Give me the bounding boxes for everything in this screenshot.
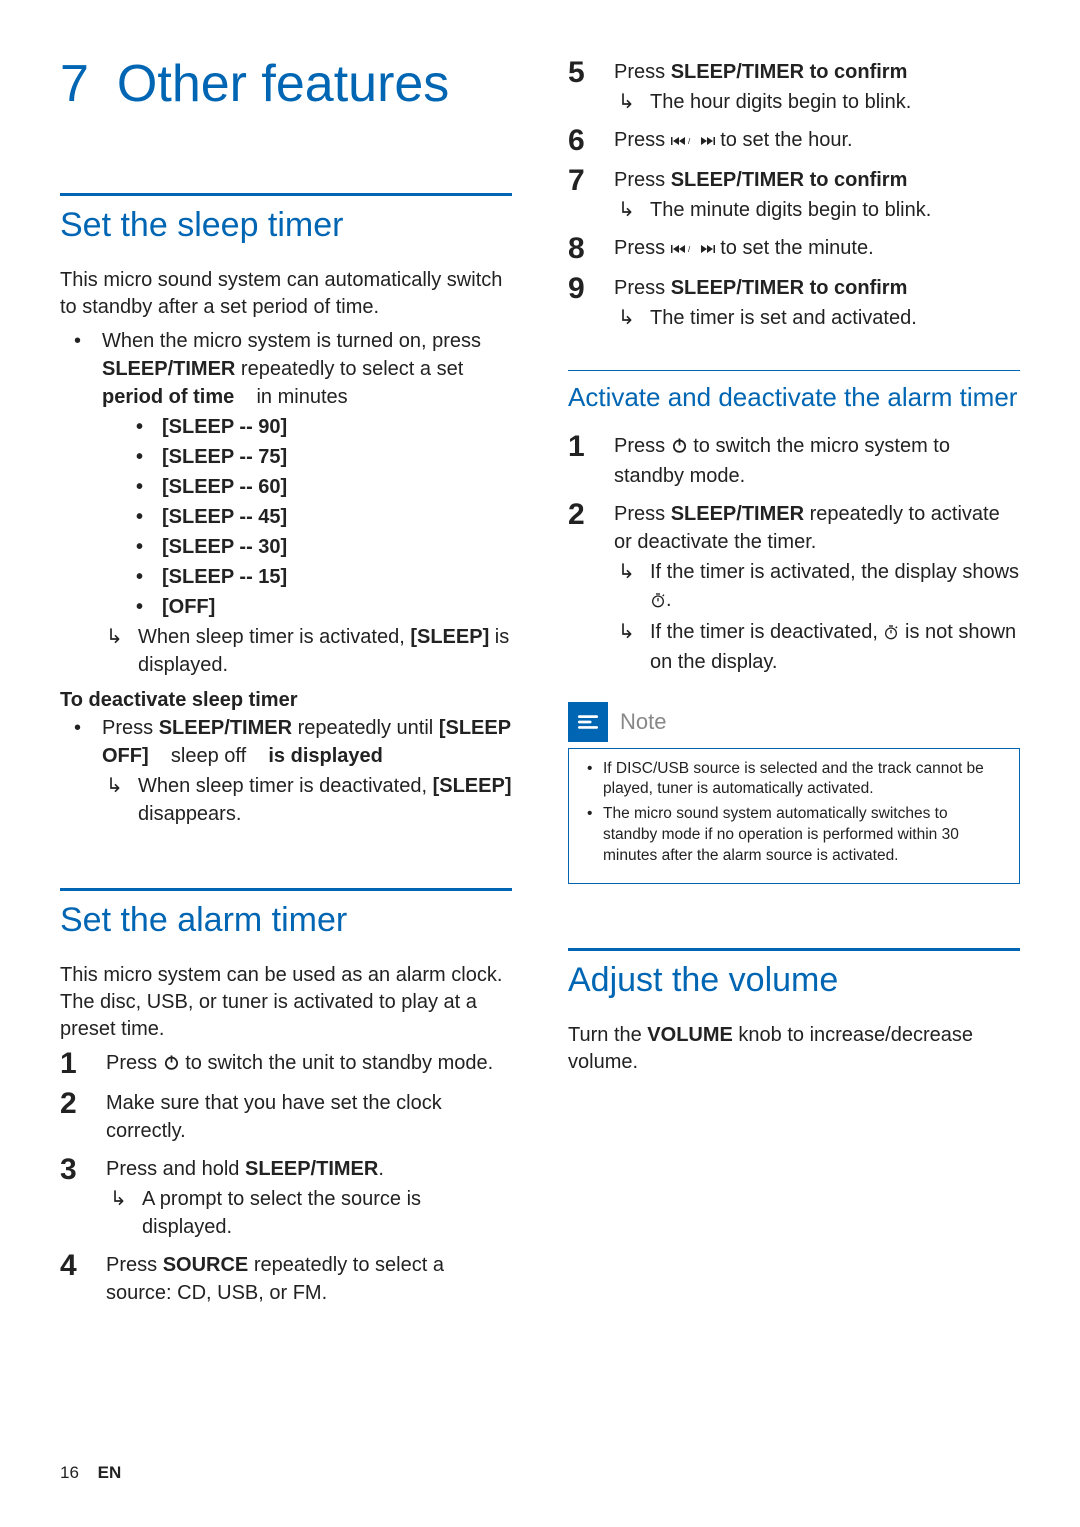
sleep-opt: [SLEEP -- 75] [130, 443, 512, 471]
section-rule [568, 948, 1020, 951]
step-5-result: The hour digits begin to blink. [614, 88, 1020, 116]
sleep-bullet-list: When the micro system is turned on, pres… [60, 327, 512, 679]
activate-step-2: Press SLEEP/TIMER repeatedly to activate… [568, 500, 1020, 676]
alarm-steps-5-9: Press SLEEP/TIMER to confirm The hour di… [568, 58, 1020, 332]
chapter-title-text: Other features [117, 55, 449, 113]
section-heading-volume: Adjust the volume [568, 961, 1020, 1000]
sleep-opt: [SLEEP -- 15] [130, 563, 512, 591]
section-heading-alarm: Set the alarm timer [60, 901, 512, 940]
sleep-opt: [OFF] [130, 593, 512, 621]
svg-text:/: / [688, 137, 691, 146]
step-3: Press and hold SLEEP/TIMER. A prompt to … [60, 1155, 512, 1241]
step-1: Press to switch the unit to standby mode… [60, 1049, 512, 1079]
deactivate-list: Press SLEEP/TIMER repeatedly until [SLEE… [60, 714, 512, 828]
sleep-bullet-1: When the micro system is turned on, pres… [60, 327, 512, 679]
step-7: Press SLEEP/TIMER to confirm The minute … [568, 166, 1020, 224]
step-4: Press SOURCE repeatedly to select a sour… [60, 1251, 512, 1307]
chapter-title: 7 Other features [60, 56, 512, 113]
alarm-steps-1-4: Press to switch the unit to standby mode… [60, 1049, 512, 1307]
note-icon [568, 702, 608, 742]
prev-next-icon: / [671, 236, 715, 264]
sleep-opt: [SLEEP -- 60] [130, 473, 512, 501]
svg-text:/: / [688, 245, 691, 254]
sleep-opt: [SLEEP -- 90] [130, 413, 512, 441]
activate-steps: Press to switch the micro system to stan… [568, 432, 1020, 676]
activate-step-1: Press to switch the micro system to stan… [568, 432, 1020, 490]
section-heading-sleep: Set the sleep timer [60, 206, 512, 245]
section-rule [60, 888, 512, 891]
sleep-result-activated: When sleep timer is activated, [SLEEP] i… [102, 623, 512, 679]
step-8: Press / to set the minute. [568, 234, 1020, 264]
step-3-result: A prompt to select the source is display… [106, 1185, 512, 1241]
sleep-opt: [SLEEP -- 30] [130, 533, 512, 561]
chapter-number: 7 [60, 55, 89, 113]
left-column: 7 Other features Set the sleep timer This… [60, 56, 512, 1317]
step-5: Press SLEEP/TIMER to confirm The hour di… [568, 58, 1020, 116]
note-item: The micro sound system automatically swi… [583, 804, 1005, 867]
sleep-intro: This micro sound system can automaticall… [60, 267, 512, 321]
power-icon [671, 434, 688, 462]
sleep-opt: [SLEEP -- 45] [130, 503, 512, 531]
step-9: Press SLEEP/TIMER to confirm The timer i… [568, 274, 1020, 332]
activate-result-off: If the timer is deactivated, is not show… [614, 618, 1020, 676]
note-body: If DISC/USB source is selected and the t… [568, 748, 1020, 885]
subsection-activate: Activate and deactivate the alarm timer [568, 370, 1020, 414]
prev-next-icon: / [671, 128, 715, 156]
step-2: Make sure that you have set the clock co… [60, 1089, 512, 1145]
right-column: Press SLEEP/TIMER to confirm The hour di… [568, 56, 1020, 1317]
section-rule [60, 193, 512, 196]
footer-lang: EN [98, 1463, 122, 1482]
page-number: 16 [60, 1463, 79, 1482]
step-9-result: The timer is set and activated. [614, 304, 1020, 332]
timer-icon [650, 588, 666, 616]
volume-body: Turn the VOLUME knob to increase/decreas… [568, 1022, 1020, 1076]
note-item: If DISC/USB source is selected and the t… [583, 759, 1005, 801]
activate-result-on: If the timer is activated, the display s… [614, 558, 1020, 616]
note-box: Note If DISC/USB source is selected and … [568, 702, 1020, 885]
note-label: Note [620, 709, 666, 735]
deactivate-result: When sleep timer is deactivated, [SLEEP]… [102, 772, 512, 828]
step-7-result: The minute digits begin to blink. [614, 196, 1020, 224]
power-icon [163, 1051, 180, 1079]
alarm-intro: This micro system can be used as an alar… [60, 962, 512, 1043]
note-header: Note [568, 702, 1020, 742]
step-6: Press / to set the hour. [568, 126, 1020, 156]
deactivate-bullet: Press SLEEP/TIMER repeatedly until [SLEE… [60, 714, 512, 828]
sleep-options: [SLEEP -- 90] [SLEEP -- 75] [SLEEP -- 60… [130, 413, 512, 621]
deactivate-subhead: To deactivate sleep timer [60, 689, 512, 712]
timer-icon [883, 620, 899, 648]
page-footer: 16 EN [60, 1463, 121, 1483]
